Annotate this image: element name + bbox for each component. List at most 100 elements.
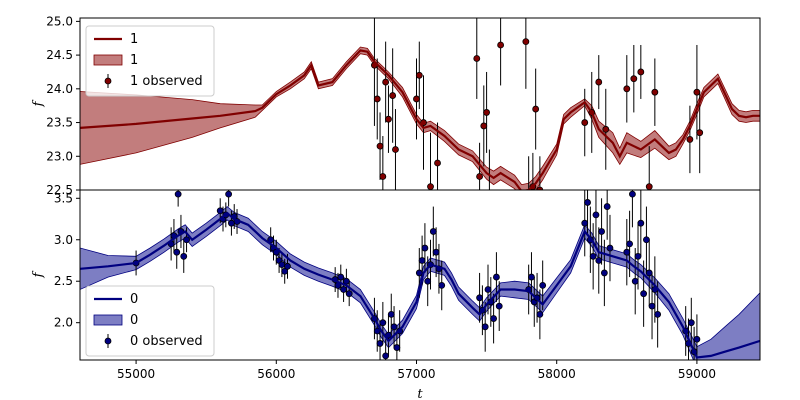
observed-point	[693, 88, 701, 96]
observed-point	[495, 302, 503, 310]
observed-point	[340, 286, 347, 293]
observed-point	[696, 129, 704, 137]
observed-point	[598, 228, 605, 235]
observed-point	[623, 248, 631, 256]
observed-point	[522, 38, 530, 46]
x-tick-label: 58000	[538, 367, 576, 381]
observed-point	[631, 277, 639, 285]
observed-point	[645, 269, 653, 277]
legend-band-swatch	[93, 54, 123, 66]
observed-point	[392, 146, 399, 153]
observed-point	[532, 105, 540, 113]
observed-point	[429, 228, 437, 235]
observed-point	[592, 211, 600, 219]
x-tick-label: 59000	[678, 367, 716, 381]
observed-point	[606, 244, 614, 252]
legend-label: 0 observed	[130, 334, 203, 349]
observed-point	[438, 281, 446, 289]
observed-point	[490, 315, 498, 322]
observed-point	[630, 75, 638, 83]
y-tick-label: 22.5	[46, 183, 73, 197]
observed-point	[473, 55, 481, 62]
observed-point	[337, 273, 345, 281]
observed-point	[342, 277, 350, 285]
observed-point	[418, 257, 426, 264]
observed-point	[651, 88, 659, 96]
y-tick-label: 2.5	[54, 274, 73, 288]
observed-point	[623, 85, 631, 93]
observed-point	[228, 219, 235, 227]
observed-point	[486, 194, 492, 200]
observed-point	[376, 340, 384, 347]
observed-point	[379, 319, 387, 327]
observed-point	[526, 194, 532, 200]
y-tick-label: 23.5	[46, 116, 73, 130]
observed-point	[637, 219, 645, 227]
observed-point	[427, 183, 434, 190]
observed-point	[382, 78, 390, 86]
observed-point	[581, 119, 589, 126]
y-axis-label: f	[31, 99, 46, 107]
observed-point	[687, 319, 695, 327]
observed-point	[595, 257, 603, 264]
legend-label: 1 observed	[130, 74, 203, 89]
observed-point	[480, 122, 488, 130]
x-tick-label: 56000	[257, 367, 295, 381]
y-tick-label: 3.0	[54, 233, 73, 247]
legend-point-swatch	[104, 77, 112, 85]
y-tick-label: 24.5	[46, 48, 73, 62]
legend-label: 0	[130, 313, 138, 328]
observed-point	[581, 219, 589, 227]
observed-point	[476, 294, 483, 302]
observed-point	[539, 281, 547, 289]
observed-point	[216, 207, 224, 215]
observed-point	[497, 41, 505, 49]
observed-point	[600, 269, 608, 277]
confidence-band	[80, 46, 760, 190]
observed-point	[584, 199, 591, 206]
observed-point	[484, 286, 492, 293]
legend-point-swatch	[104, 337, 112, 345]
y-tick-label: 2.0	[54, 316, 73, 330]
observed-point	[281, 267, 289, 275]
y-tick-label: 25.0	[46, 14, 73, 28]
observed-point	[180, 252, 188, 260]
observed-point	[376, 142, 384, 150]
observed-point	[595, 78, 603, 86]
observed-point	[278, 261, 286, 269]
observed-point	[379, 173, 387, 180]
top-panel: 22.5 23.0 23.5 24.0 24.5 25.0 f 1 1 1 observed	[31, 14, 761, 200]
observed-point	[173, 248, 181, 256]
observed-point	[225, 190, 233, 198]
legend-label: 0	[130, 292, 138, 307]
observed-point	[174, 190, 182, 198]
observed-point	[629, 190, 636, 198]
observed-point	[528, 273, 535, 281]
model-line	[80, 211, 760, 359]
legend: 0 0 0 observed	[85, 285, 215, 357]
x-tick-label: 55000	[117, 367, 155, 381]
observed-point	[640, 290, 648, 298]
observed-point	[483, 109, 490, 116]
observed-point	[382, 352, 390, 360]
observed-point	[415, 269, 423, 277]
observed-point	[183, 236, 190, 244]
observed-point	[284, 262, 291, 270]
observed-point	[643, 236, 650, 244]
x-tick-label: 57000	[397, 367, 435, 381]
observed-point	[645, 183, 653, 190]
x-axis-label: t	[417, 387, 423, 400]
plot-area	[80, 190, 760, 360]
legend-band-swatch	[93, 314, 123, 326]
observed-point	[493, 273, 500, 281]
legend-frame	[85, 285, 215, 357]
legend: 1 1 1 observed	[85, 25, 215, 97]
model-line	[80, 49, 760, 190]
observed-point	[390, 323, 398, 331]
observed-point	[421, 244, 429, 252]
legend-label: 1	[130, 32, 138, 47]
observed-point	[389, 92, 397, 99]
observed-point	[626, 240, 634, 248]
observed-point	[686, 136, 694, 143]
